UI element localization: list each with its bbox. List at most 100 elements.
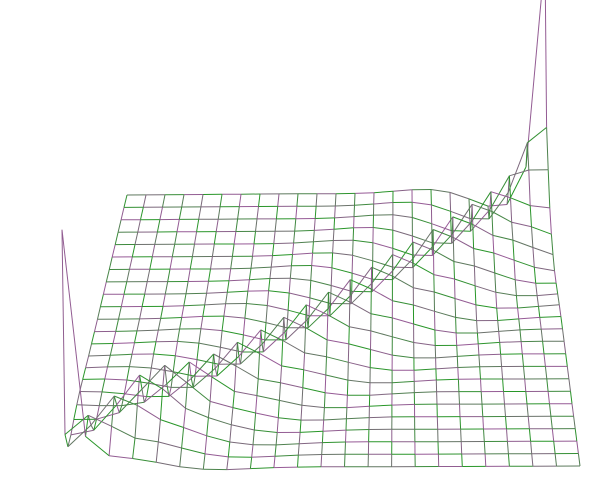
mesh-line [202, 304, 206, 317]
mesh-line [392, 380, 415, 384]
mesh-line [307, 307, 330, 329]
mesh-line [217, 206, 221, 220]
mesh-line [432, 229, 454, 238]
mesh-line [459, 416, 462, 430]
mesh-line [238, 194, 242, 207]
mesh-line [472, 224, 475, 249]
mesh-line [256, 206, 259, 219]
mesh-line [435, 355, 458, 359]
mesh-line [325, 356, 327, 376]
mesh-line [194, 231, 198, 245]
mesh-line [292, 252, 313, 255]
mesh-line [290, 277, 311, 281]
mesh-line [88, 354, 111, 357]
mesh-line [139, 374, 163, 390]
mesh-line [85, 355, 90, 368]
mesh-line [371, 266, 393, 277]
mesh-line [198, 206, 202, 220]
mesh-line [276, 417, 279, 433]
mesh-line [511, 222, 514, 241]
mesh-line [261, 316, 285, 345]
mesh-line [250, 266, 272, 269]
mesh-line [315, 193, 318, 207]
mesh-line [315, 217, 335, 219]
mesh-line [108, 426, 113, 456]
mesh-line [238, 356, 241, 365]
mesh-line [354, 203, 374, 206]
mesh-line [290, 254, 293, 266]
mesh-line [210, 256, 213, 270]
mesh-line [273, 456, 276, 468]
mesh-line [216, 355, 240, 377]
mesh-line [532, 247, 535, 268]
mesh-line [111, 425, 136, 439]
mesh-line [91, 331, 95, 345]
mesh-line [322, 419, 325, 432]
mesh-line [332, 240, 334, 253]
mesh-line [227, 290, 248, 293]
mesh-line [325, 374, 349, 381]
mesh-line [191, 244, 195, 257]
mesh-line [279, 399, 303, 406]
mesh-line [434, 329, 457, 334]
mesh-line [577, 453, 581, 467]
mesh-line [99, 294, 104, 307]
mesh-line [311, 265, 332, 269]
mesh-line [289, 292, 311, 299]
mesh-line [265, 305, 268, 323]
mesh-line [206, 417, 209, 436]
mesh-line [185, 281, 189, 294]
mesh-line [141, 293, 146, 307]
mesh-line [118, 388, 143, 413]
mesh-line [370, 349, 393, 356]
mesh-line [494, 272, 497, 293]
mesh-line [326, 356, 349, 363]
mesh-line [478, 354, 481, 367]
mesh-line [371, 270, 393, 293]
mesh-line [158, 328, 180, 331]
mesh-line [455, 316, 477, 322]
mesh-line [98, 391, 103, 406]
mesh-line [553, 441, 556, 454]
mesh-line [67, 434, 72, 447]
mesh-line [527, 127, 547, 144]
mesh-line [156, 461, 180, 468]
mesh-line [327, 292, 329, 315]
mesh-line [461, 453, 463, 467]
mesh-line [329, 295, 352, 317]
mesh-line [299, 442, 323, 445]
mesh-line [371, 254, 393, 284]
mesh-line [535, 283, 538, 296]
mesh-line [111, 244, 116, 258]
mesh-line [64, 434, 69, 447]
mesh-line [76, 404, 100, 407]
mesh-line [96, 412, 120, 420]
mesh-line [392, 317, 414, 325]
mesh-line [263, 331, 286, 353]
mesh-line [120, 294, 125, 307]
mesh-line [496, 308, 499, 321]
mesh-line [187, 382, 211, 402]
mesh-line [497, 320, 500, 332]
mesh-line [345, 430, 347, 443]
mesh-line [185, 383, 188, 409]
mesh-line [412, 262, 435, 276]
mesh-line [129, 366, 152, 369]
mesh-line [174, 341, 178, 356]
mesh-line [196, 219, 200, 232]
mesh-line [550, 234, 554, 255]
mesh-line [167, 269, 171, 282]
mesh-line [274, 444, 277, 457]
mesh-line [353, 239, 373, 244]
mesh-line [188, 361, 192, 379]
mesh-line [181, 305, 185, 318]
mesh-line [478, 353, 501, 356]
mesh-line [334, 205, 336, 218]
mesh-line [219, 330, 223, 348]
mesh-line [460, 429, 462, 442]
mesh-line [473, 265, 476, 286]
mesh-line [310, 265, 313, 281]
mesh-line [139, 317, 161, 320]
mesh-line [267, 305, 289, 311]
mesh-line [183, 293, 187, 306]
